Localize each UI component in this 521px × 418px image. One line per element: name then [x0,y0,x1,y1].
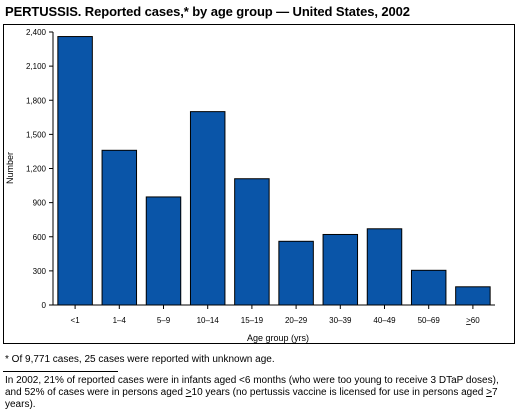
y-tick-label: 1,500 [26,130,47,139]
bar [410,269,447,306]
bar [57,36,93,306]
bar [189,111,226,306]
y-tick-label: 900 [33,199,47,208]
bar-chart: 0 300 600 900 1,200 1,500 1,800 2,100 2,400 <1 1–4… [5,28,495,343]
x-tick-label: <1 [71,316,81,325]
x-tick-label: 40–49 [373,316,396,325]
bar [145,196,182,306]
y-axis-title: Number [5,152,15,184]
note-text-2: 10 years (no pertussis vaccine is licens… [191,387,487,398]
bar [322,233,359,306]
bar [366,228,403,306]
note-symbol-1: > [185,387,192,398]
footnote: * Of 9,771 cases, 25 cases were reported… [5,354,275,365]
bar [455,286,491,306]
y-tick-label: 300 [33,267,47,276]
y-tick-label: 2,100 [26,62,47,71]
x-tick-label: 20–29 [285,316,308,325]
note-symbol-2: > [486,387,492,398]
footnote-divider [3,371,118,372]
y-tick-label: 0 [42,301,47,310]
x-tick-label: >60 [466,316,480,325]
bar [234,178,270,306]
x-tick-label: 1–4 [113,316,127,325]
y-tick-label: 600 [33,233,47,242]
y-tick-label: 2,400 [26,28,47,37]
chart-frame [3,24,515,344]
x-tick-label: 15–19 [241,316,264,325]
bar [278,240,314,306]
bar [101,149,138,306]
note-text-3: 7 years). [5,387,498,410]
x-axis-title: Age group (yrs) [247,333,309,343]
x-tick-label: 10–14 [197,316,220,325]
chart-title: PERTUSSIS. Reported cases,* by age group… [5,4,410,19]
y-tick-label: 1,800 [26,96,47,105]
y-tick-label: 1,200 [26,165,47,174]
x-tick-label: 30–39 [329,316,352,325]
x-tick-label: 5–9 [157,316,171,325]
x-tick-label: 50–69 [418,316,441,325]
note-text-1: In 2002, 21% of reported cases were in i… [5,375,499,398]
summary-note: In 2002, 21% of reported cases were in i… [5,375,517,411]
